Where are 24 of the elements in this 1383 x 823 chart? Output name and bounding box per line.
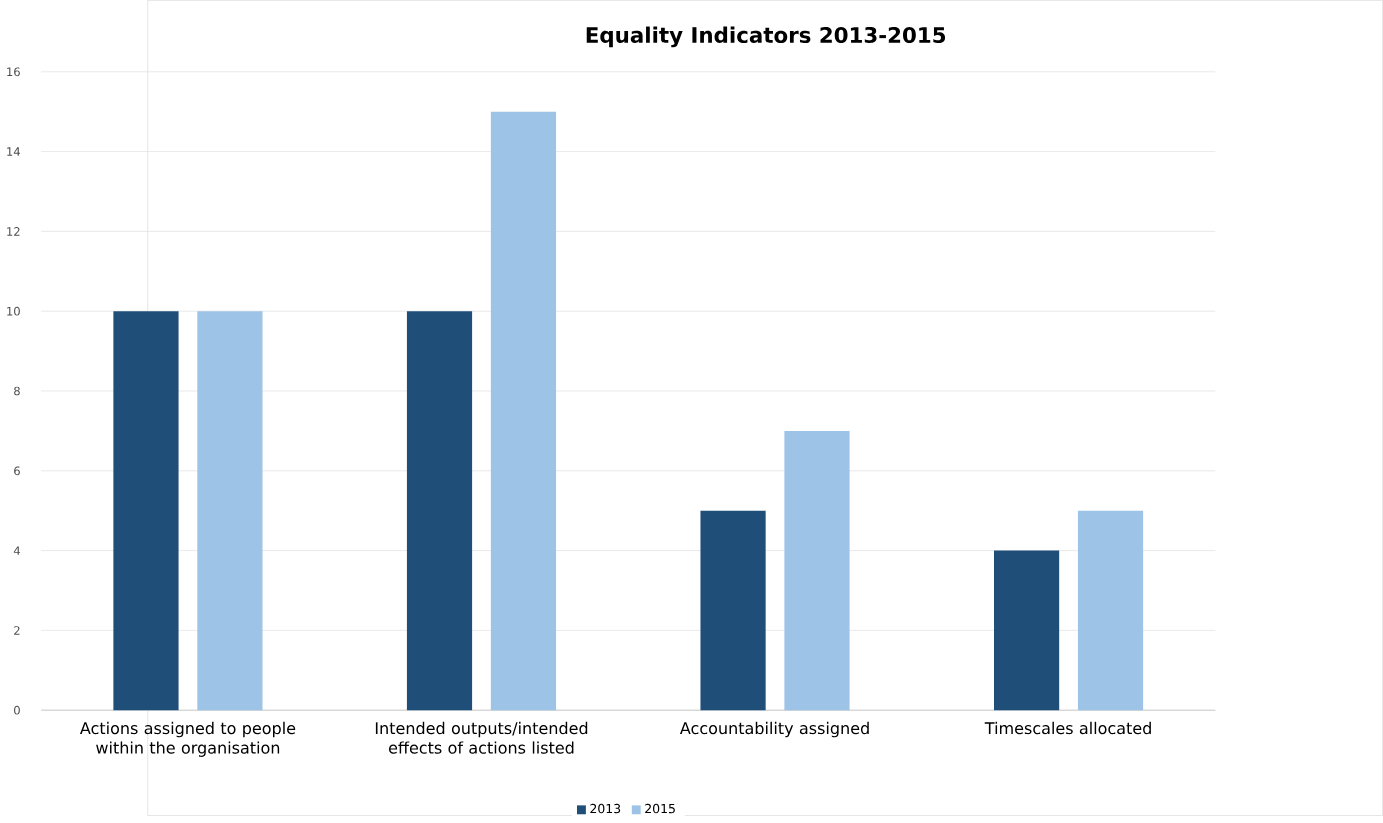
y-tick-label: 16 <box>7 67 20 77</box>
y-tick-label: 6 <box>14 466 20 476</box>
x-tick-label: Accountability assigned <box>679 721 869 738</box>
bar <box>784 430 850 711</box>
y-tick-label: 12 <box>7 227 20 236</box>
legend-label: 2015 <box>645 803 675 814</box>
chart-title: Equality Indicators 2013-2015 <box>586 26 946 48</box>
y-tick-label: 14 <box>7 147 20 156</box>
legend-label: 2013 <box>590 803 621 814</box>
bar <box>490 111 557 711</box>
bar <box>700 510 766 711</box>
bar <box>197 311 263 711</box>
x-tick-label: Timescales allocated <box>984 721 1151 735</box>
bar <box>406 311 473 711</box>
bar <box>113 311 179 711</box>
x-tick-label: Actions assigned to people within the organisation <box>79 721 296 757</box>
y-tick-label: 10 <box>7 306 20 316</box>
y-tick-label: 4 <box>13 546 20 555</box>
x-tick-label: Intended outputs/intended effects of actions listed <box>375 721 588 754</box>
y-tick-label: 8 <box>14 386 20 396</box>
y-tick-label: 2 <box>14 626 20 635</box>
y-tick-label: 0 <box>14 705 20 715</box>
bar <box>1077 510 1144 711</box>
bar <box>994 550 1060 711</box>
